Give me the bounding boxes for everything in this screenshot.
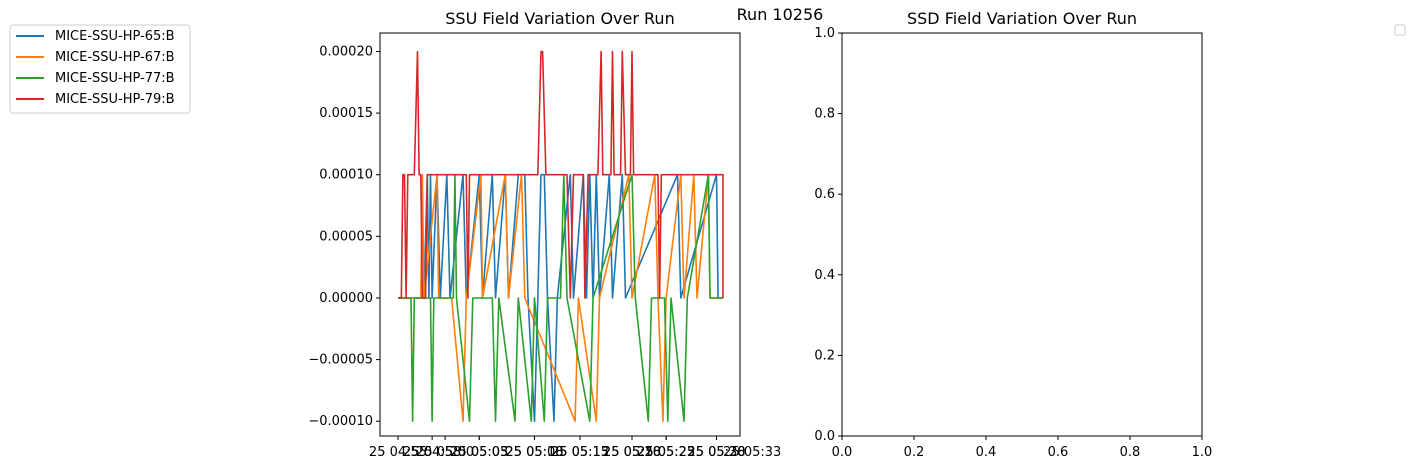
x-tick-label: 25 04:55 (369, 445, 427, 460)
y-tick-label: 0.00020 (319, 44, 373, 59)
x-tick-label: 25 05:15 (551, 445, 609, 460)
x-tick-label: 25 05:00 (416, 445, 474, 460)
legend-frame (9, 24, 191, 114)
y-tick-label: −0.00010 (308, 414, 373, 429)
legend-label: MICE-SSU-HP-67:B (55, 50, 175, 65)
y-tick-label: 0.4 (814, 268, 835, 283)
y-tick-label: 0.8 (814, 107, 835, 122)
y-tick-label: 1.0 (814, 26, 835, 41)
x-tick-label: 0.8 (1120, 445, 1141, 460)
series-line (398, 50, 724, 299)
x-tick-label: 25 05:10 (505, 445, 563, 460)
x-tick-label: 25 04:58 (403, 445, 461, 460)
x-tick-label: 25 05:18 (603, 445, 661, 460)
legend-label: MICE-SSU-HP-65:B (55, 29, 175, 44)
empty-legend-frame (1394, 24, 1406, 36)
x-tick-label: 25 05:25 (637, 445, 695, 460)
ssu-chart-title: SSU Field Variation Over Run (445, 9, 674, 28)
x-tick-label: 0.0 (832, 445, 853, 460)
y-tick-label: 0.0 (814, 429, 835, 444)
x-tick-label: 25 05:20 (603, 445, 661, 460)
ssd-chart-title: SSD Field Variation Over Run (907, 9, 1137, 28)
ssu-axes: SSU Field Variation Over Run −0.00010 −0.… (308, 9, 781, 460)
series-line (398, 173, 723, 422)
y-tick-label: 0.00005 (319, 229, 373, 244)
x-tick-label: 25 05:05 (450, 445, 508, 460)
figure-title: Run 10256 (737, 5, 824, 24)
x-tick-label: 25 05:30 (687, 445, 745, 460)
y-tick-label: 0.00015 (319, 106, 373, 121)
ssd-axes-frame (841, 32, 1203, 437)
y-tick-label: 0.2 (814, 348, 835, 363)
y-tick-label: −0.00005 (308, 353, 373, 368)
x-tick-label: 0.6 (1048, 445, 1069, 460)
legend-label: MICE-SSU-HP-79:B (55, 92, 175, 107)
x-tick-label: 1.0 (1192, 445, 1213, 460)
x-tick-label: 25 05:33 (723, 445, 781, 460)
legend: MICE-SSU-HP-65:B MICE-SSU-HP-67:B MICE-SSU… (9, 24, 191, 114)
ssd-axes: SSD Field Variation Over Run 0.0 0.2 0.4 0.… (814, 9, 1212, 460)
x-tick-label: 25 05:28 (687, 445, 745, 460)
empty-legend-box (1394, 24, 1406, 36)
x-tick-label: 0.2 (904, 445, 925, 460)
x-tick-label: 25 05:13 (551, 445, 609, 460)
ssu-axes-frame (379, 32, 741, 437)
x-tick-label: 0.4 (976, 445, 997, 460)
series-line (398, 173, 723, 422)
y-tick-label: 0.00010 (319, 168, 373, 183)
x-tick-label: 25 05:03 (450, 445, 508, 460)
legend-label: MICE-SSU-HP-77:B (55, 71, 175, 86)
y-tick-label: 0.6 (814, 187, 835, 202)
y-tick-label: 0.00000 (319, 291, 373, 306)
x-tick-label: 25 05:23 (637, 445, 695, 460)
x-tick-label: 25 05:08 (505, 445, 563, 460)
